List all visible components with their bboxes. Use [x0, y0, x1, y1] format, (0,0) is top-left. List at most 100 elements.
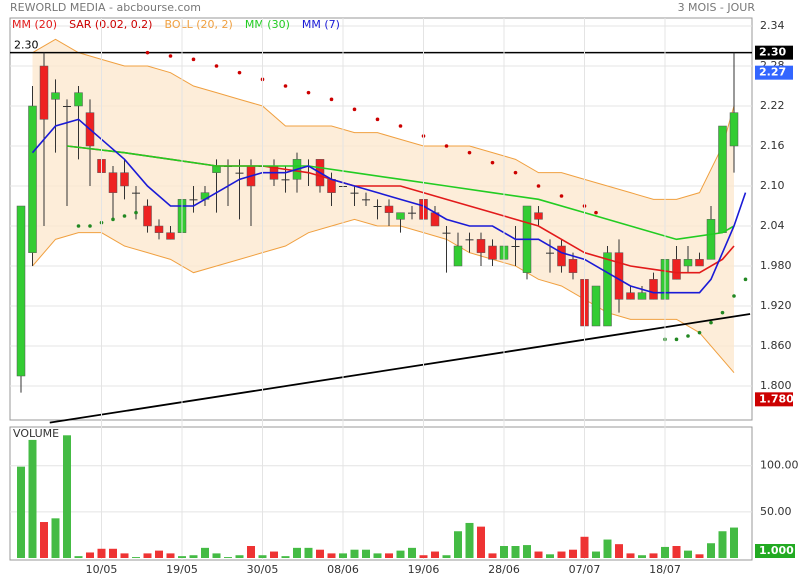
candle-body [591, 285, 601, 327]
sar-dot [306, 90, 311, 95]
y-tick-label: 1.860 [760, 339, 792, 352]
volume-panel [9, 426, 753, 561]
x-tick-label: 28/06 [488, 563, 520, 576]
volume-bar [224, 557, 232, 558]
volume-bar [569, 549, 577, 558]
price-tag [755, 392, 793, 407]
x-tick-label: 19/06 [408, 563, 440, 576]
volume-bar [86, 552, 94, 558]
candle-body [166, 232, 175, 240]
sar-dot [191, 57, 196, 62]
sar-dot [111, 217, 115, 222]
volume-bar [454, 531, 462, 558]
candle-body [189, 199, 198, 201]
sar-dot [513, 170, 518, 175]
candle-body [546, 252, 554, 254]
volume-bar [408, 547, 416, 558]
volume-bar [672, 546, 681, 558]
volume-bar [327, 553, 336, 558]
volume-bar [362, 549, 370, 558]
volume-title: VOLUME [13, 427, 59, 440]
volume-bar [615, 544, 623, 558]
candle-body [384, 205, 394, 213]
candle-body [63, 106, 71, 107]
sar-dot [329, 97, 334, 102]
price-tag-label: 2.30 [759, 46, 786, 59]
sar-dot [352, 107, 357, 112]
legend-entry: MM (7) [302, 18, 340, 31]
volume-bar [580, 536, 589, 558]
candle-body [442, 232, 451, 234]
volume-bar [178, 556, 186, 558]
candle-body [16, 205, 26, 377]
volume-bar [28, 439, 37, 558]
sar-dot [237, 70, 242, 75]
x-tick-label: 08/06 [327, 563, 359, 576]
volume-bar [603, 539, 612, 558]
y-tick-label: 100.00 [760, 459, 799, 472]
candle-body [51, 92, 60, 100]
volume-bar [51, 518, 60, 558]
y-tick-label: 2.22 [760, 99, 785, 112]
x-tick-label: 30/05 [247, 563, 279, 576]
volume-bar [730, 527, 738, 558]
sar-dot [122, 214, 127, 218]
horizontal-line-label: 2.30 [14, 39, 39, 52]
y-tick-label: 2.04 [760, 219, 785, 232]
volume-bar [143, 553, 152, 558]
volume-bar [419, 555, 428, 558]
candle-body [132, 192, 140, 194]
candle-body [28, 105, 37, 253]
sar-dot [398, 124, 403, 128]
legend-entry: BOLL (20, 2) [164, 18, 232, 31]
candle-body [695, 259, 704, 267]
volume-bar [557, 551, 566, 558]
volume-bar [258, 555, 267, 558]
candle-body [408, 212, 416, 214]
period: 3 MOIS - JOUR [678, 1, 756, 14]
sar-dot [720, 310, 725, 315]
volume-bar [281, 556, 290, 558]
candle-body [465, 239, 474, 241]
volume-bar [40, 522, 48, 558]
sar-dot [686, 334, 690, 338]
candle-body [603, 252, 612, 327]
sar-dot [467, 150, 472, 155]
volume-bar [626, 553, 635, 558]
volume-bar [523, 545, 531, 558]
volume-bar [373, 553, 382, 558]
chart-title: REWORLD MEDIA - abcbourse.com [10, 1, 201, 14]
candle-body [120, 172, 129, 187]
sar-dot [743, 277, 748, 282]
volume-bar [707, 543, 715, 558]
volume-bar [638, 555, 646, 558]
volume-bar [63, 435, 71, 558]
sar-dot [536, 184, 541, 188]
volume-bar [661, 546, 669, 558]
candle-body [281, 179, 290, 181]
sar-dot [134, 210, 138, 215]
volume-bar [477, 526, 485, 558]
volume-bar [235, 555, 244, 558]
candle-body [718, 125, 727, 233]
candle-body [212, 165, 221, 173]
sar-dot [674, 337, 679, 342]
candle-body [373, 206, 382, 207]
candle-body [154, 225, 164, 233]
sar-dot [697, 330, 702, 335]
candle-body [350, 192, 359, 194]
volume-bar [270, 551, 278, 558]
sar-dot [88, 224, 92, 228]
candle-body [362, 199, 370, 201]
sar-dot [168, 54, 173, 58]
volume-bar [684, 550, 692, 558]
volume-tag-label: 1.000 [759, 544, 794, 557]
candle-body [488, 245, 497, 260]
bollinger-upper [32, 38, 735, 200]
candle-body [729, 112, 739, 147]
price-tag [755, 45, 793, 60]
y-tick-label: 1.800 [760, 379, 792, 392]
volume-bar [120, 553, 129, 558]
volume-bar [17, 466, 25, 558]
